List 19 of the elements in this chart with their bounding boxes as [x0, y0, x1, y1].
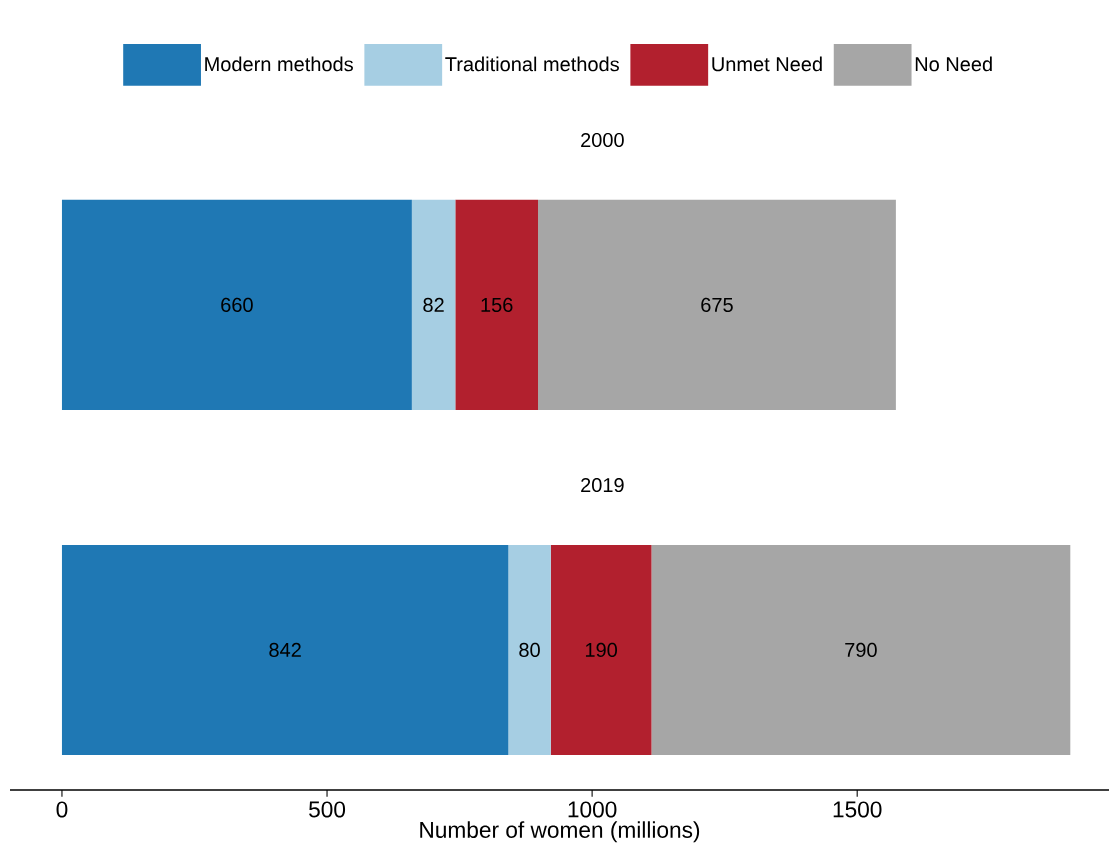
data-label: 790	[845, 642, 877, 658]
x-axis-title: Number of women (millions)	[420, 821, 700, 843]
x-tick-label: 0	[56, 801, 68, 818]
legend-label: Traditional methods	[445, 56, 619, 72]
data-label: 675	[701, 297, 733, 312]
legend-label: Modern methods	[205, 56, 353, 72]
data-label: 156	[481, 297, 513, 312]
data-label: 82	[423, 297, 444, 312]
data-label: 190	[585, 642, 618, 658]
legend-label: Unmet Need	[712, 56, 822, 72]
data-label: 842	[269, 642, 301, 658]
data-label: 660	[221, 297, 253, 312]
x-tick-label: 1500	[833, 801, 882, 818]
y-tick-label: 2019	[581, 477, 624, 493]
y-tick-label: 2000	[581, 132, 624, 148]
x-tick-label: 500	[309, 801, 346, 818]
x-tick-label: 1000	[568, 801, 617, 818]
legend-label: No Need	[915, 56, 992, 72]
data-label: 80	[519, 642, 540, 658]
